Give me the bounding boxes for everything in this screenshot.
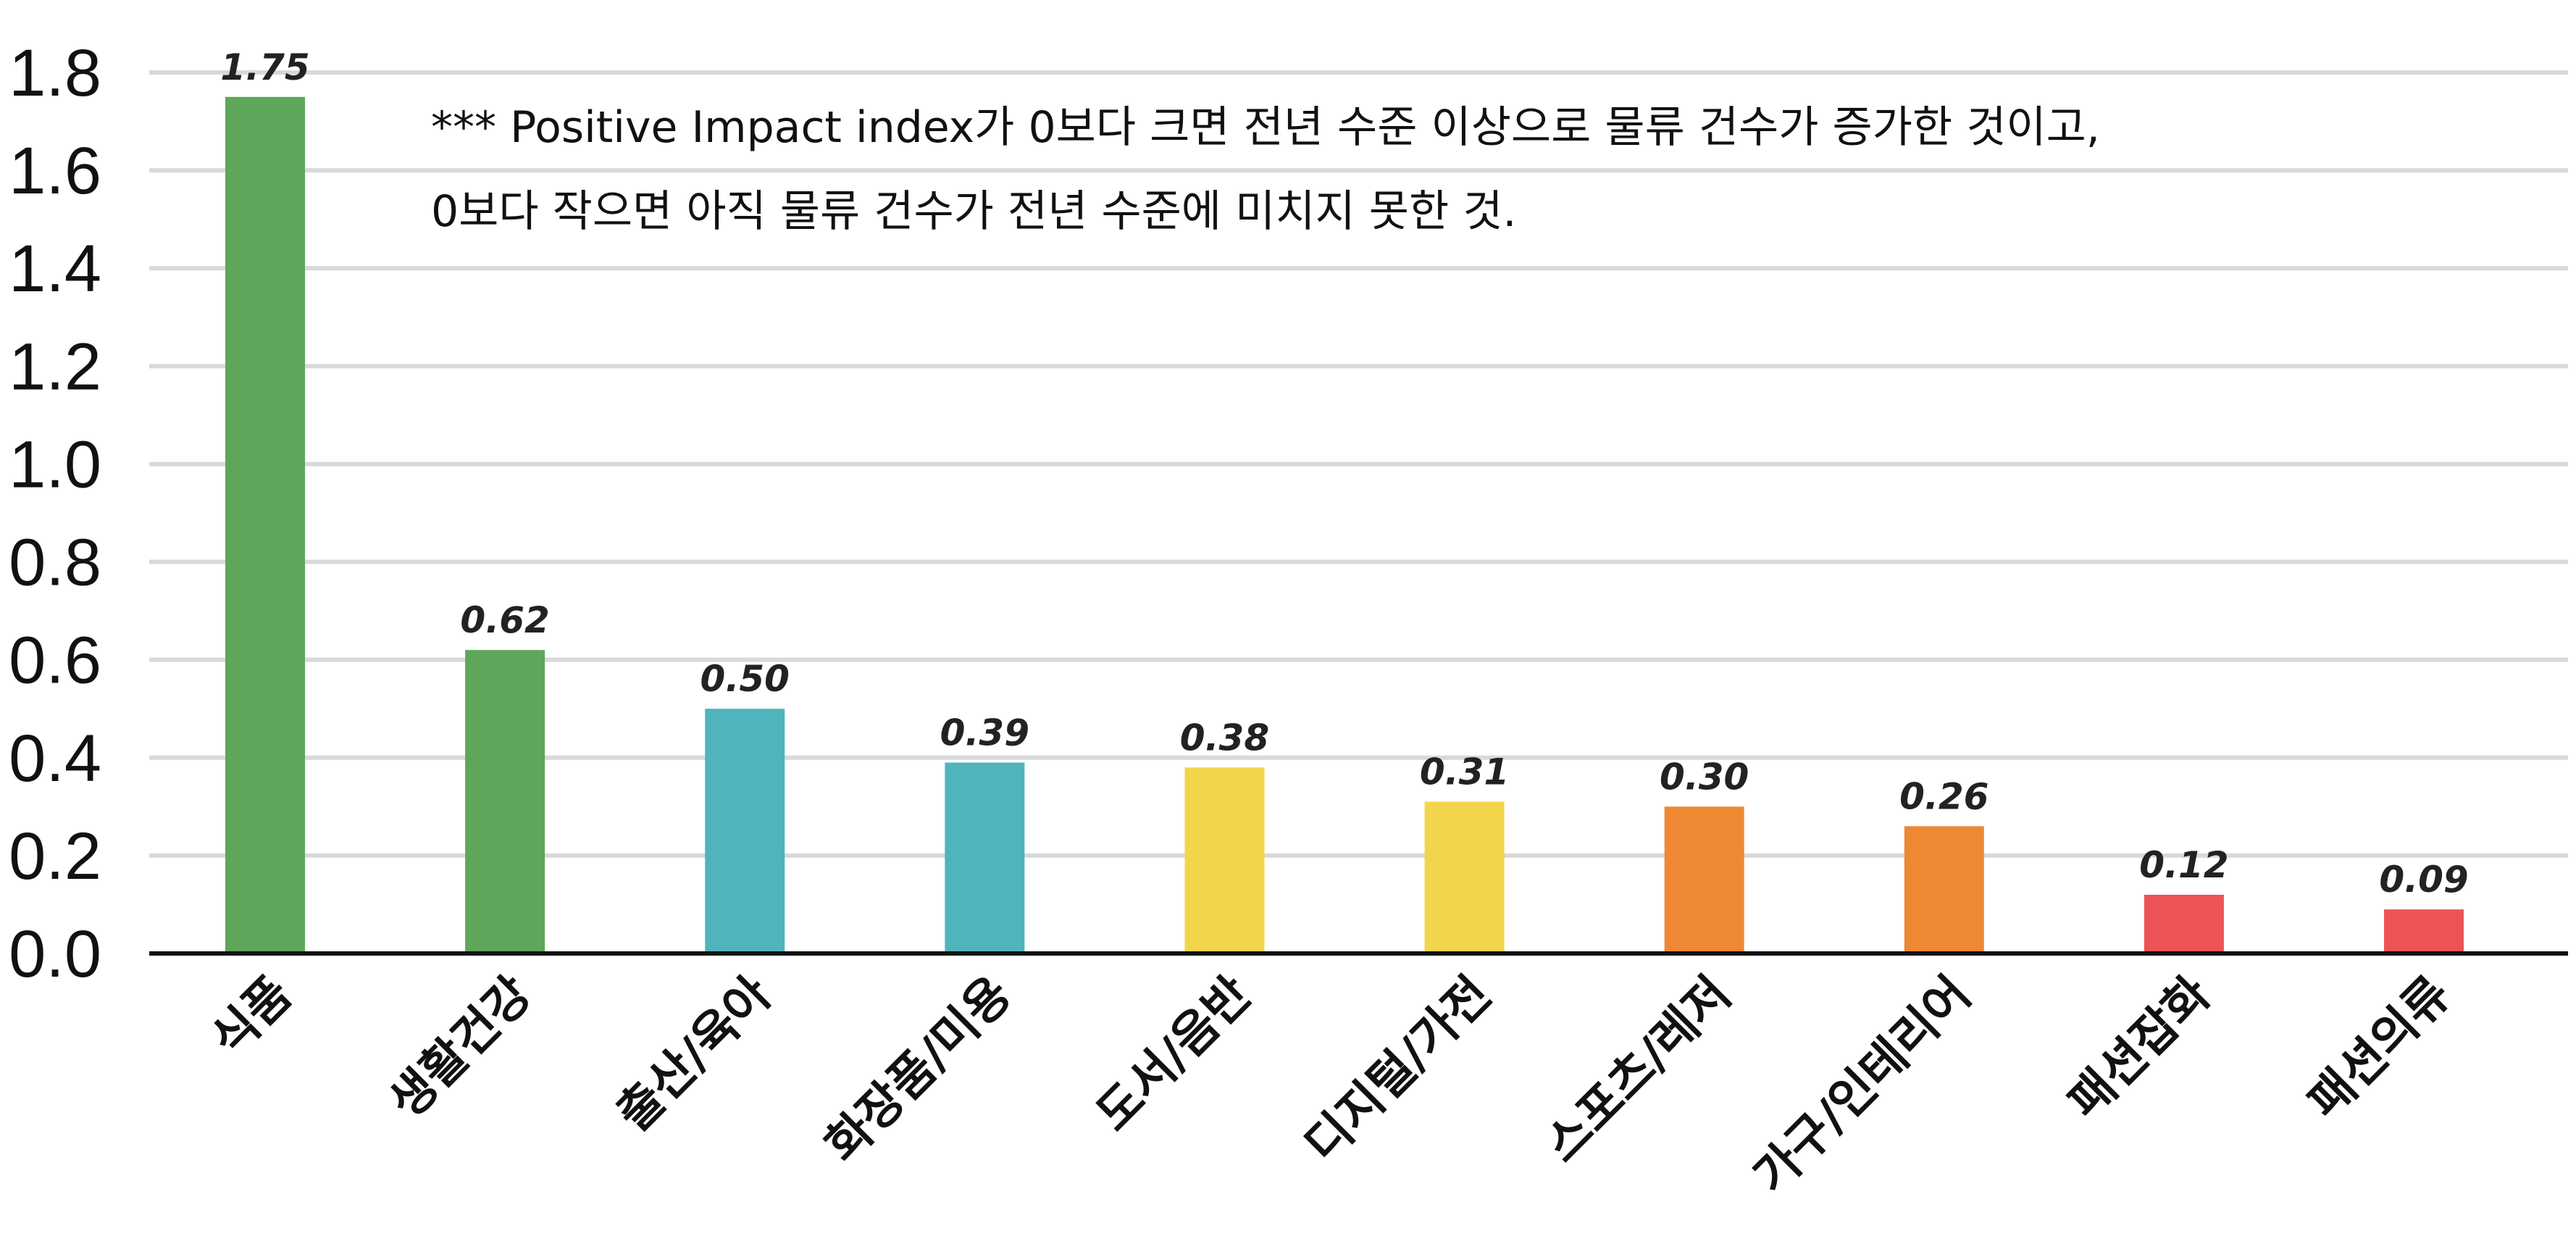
x-category-label: 식품	[201, 966, 302, 1067]
bar	[945, 762, 1025, 953]
annotation-line-1: *** Positive Impact index가 0보다 크면 전년 수준 …	[431, 102, 2100, 153]
data-labels: 1.75 0.62 0.50 0.39 0.38 0.31 0.30 0.26 0.12 0.09	[220, 46, 2468, 901]
bar	[1664, 806, 1744, 953]
data-label: 0.62	[460, 599, 549, 641]
x-category-label: 화장품/미용	[814, 966, 1021, 1173]
data-label: 0.26	[1899, 775, 1989, 817]
y-tick-label: 0.6	[9, 624, 101, 698]
y-tick-label: 0.4	[9, 722, 101, 796]
x-axis-categories: 식품 생활건강 출산/육아 화장품/미용 도서/음반 디지털/가전 스포츠/레저 가구/인테리…	[201, 966, 2461, 1204]
y-tick-label: 1.0	[9, 427, 101, 501]
x-category-label: 스포츠/레저	[1534, 966, 1741, 1173]
x-category-label: 가구/인테리어	[1743, 966, 1981, 1204]
bar	[1184, 767, 1265, 953]
data-label: 0.38	[1180, 717, 1269, 759]
y-tick-label: 0.2	[9, 819, 101, 893]
y-tick-label: 1.2	[9, 330, 101, 404]
x-category-label: 디지털/가전	[1295, 966, 1502, 1173]
gridlines	[149, 70, 2568, 858]
bar	[1904, 826, 1984, 953]
annotation-line-2: 0보다 작으면 아직 물류 건수가 전년 수준에 미치지 못한 것.	[431, 186, 1517, 237]
y-tick-label: 0.8	[9, 526, 101, 600]
bar	[2384, 909, 2464, 953]
x-category-label: 생활건강	[378, 966, 542, 1130]
bar	[2144, 894, 2224, 953]
data-label: 1.75	[220, 46, 309, 88]
y-tick-label: 1.8	[9, 36, 101, 110]
bar	[1424, 801, 1505, 953]
x-category-label: 패션잡화	[2057, 966, 2221, 1130]
data-label: 0.39	[940, 712, 1029, 754]
bar	[225, 96, 305, 953]
bar	[465, 650, 545, 953]
data-label: 0.09	[2379, 859, 2468, 901]
bar	[705, 709, 785, 953]
data-label: 0.31	[1420, 751, 1509, 793]
y-tick-label: 0.0	[9, 917, 101, 991]
x-category-label: 패션의류	[2297, 966, 2461, 1130]
data-label: 0.12	[2139, 844, 2228, 886]
x-category-label: 출산/육아	[606, 966, 782, 1142]
y-tick-label: 1.6	[9, 134, 101, 208]
x-category-label: 도서/음반	[1086, 966, 1262, 1142]
data-label: 0.30	[1660, 756, 1749, 798]
data-label: 0.50	[701, 658, 790, 700]
y-tick-label: 1.4	[9, 232, 101, 306]
y-axis-ticks: 0.0 0.2 0.4 0.6 0.8 1.0 1.2 1.4 1.6 1.8	[9, 36, 101, 991]
bars	[225, 96, 2464, 953]
